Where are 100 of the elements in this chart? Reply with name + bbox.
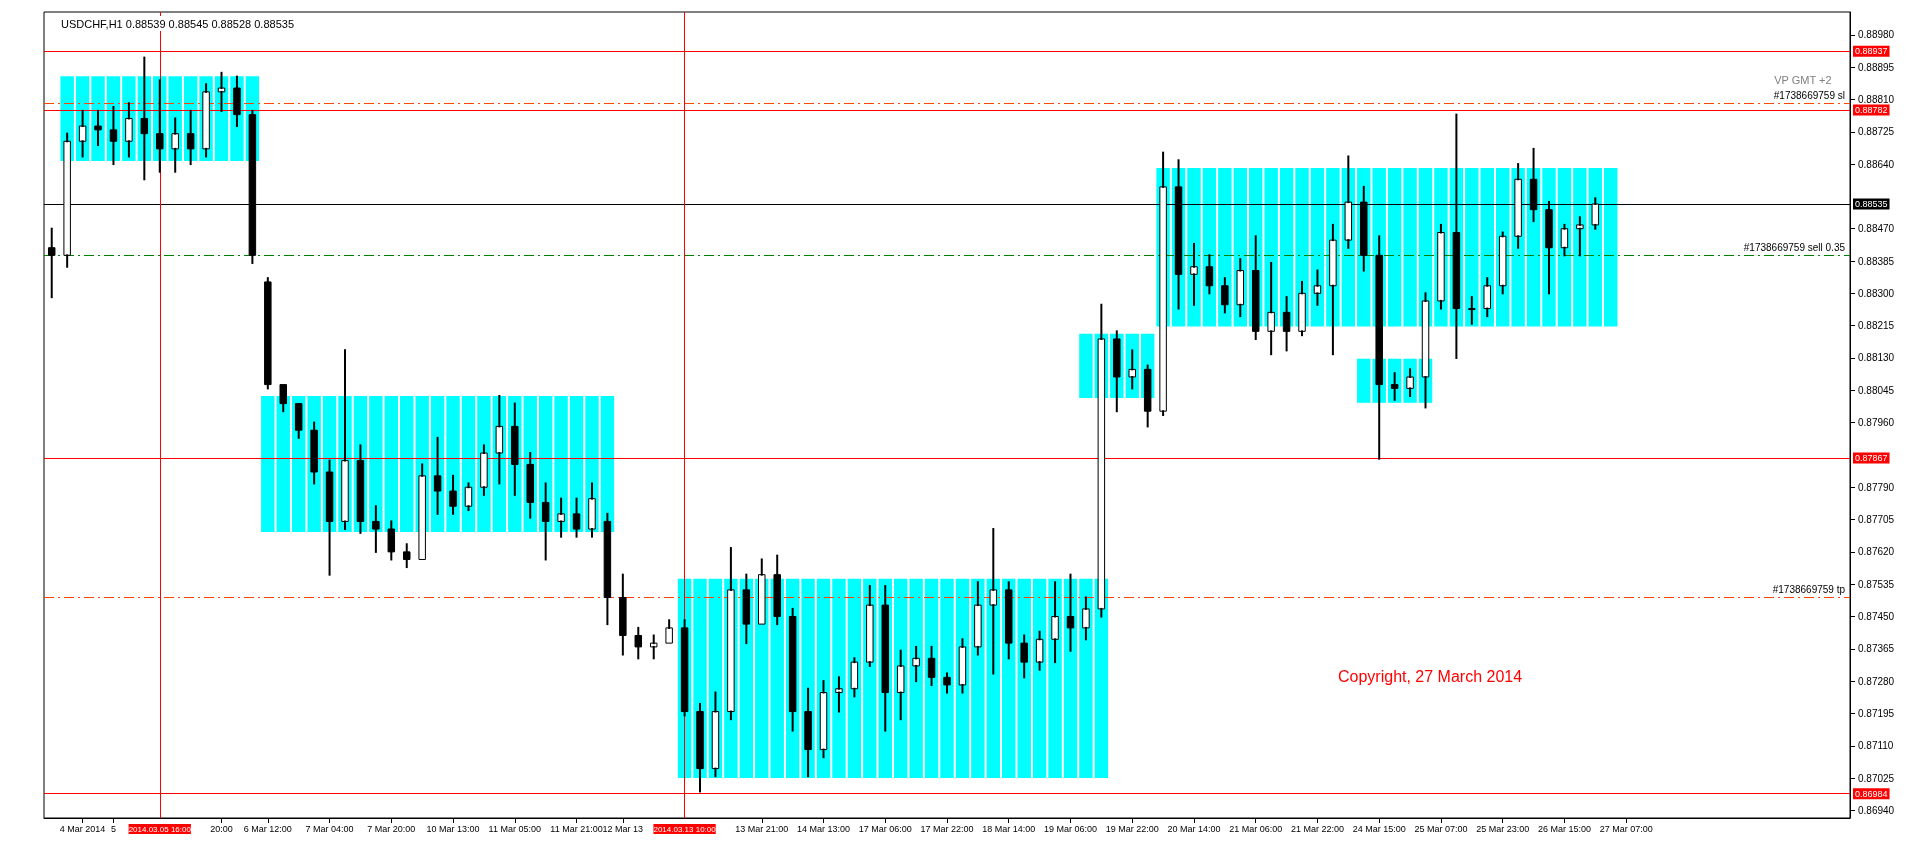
- y-tick-label: 0.88895: [1858, 61, 1895, 73]
- candlestick: [727, 547, 735, 721]
- candlestick: [773, 554, 781, 626]
- candlestick: [1221, 277, 1229, 314]
- x-tick-label: 7 Mar 20:00: [367, 823, 416, 834]
- candlestick: [835, 676, 843, 713]
- y-tick-label: 0.87365: [1858, 643, 1895, 655]
- y-tick-label: 0.87450: [1858, 611, 1895, 622]
- candlestick: [943, 672, 951, 694]
- bar: [1588, 167, 1603, 327]
- candlestick: [310, 421, 318, 485]
- candlestick: [1329, 223, 1337, 356]
- candlestick: [1406, 368, 1414, 397]
- x-tick-label: 20:00: [210, 823, 233, 834]
- x-tick-label: 18 Mar 14:00: [982, 823, 1036, 834]
- y-tick-label: 0.87790: [1858, 481, 1895, 493]
- candlestick: [711, 691, 720, 778]
- bar: [1604, 167, 1618, 327]
- x-tick-label: 7 Mar 04:00: [305, 823, 354, 834]
- x-tick-label: 19 Mar 22:00: [1105, 823, 1159, 834]
- candlestick: [387, 520, 396, 561]
- candlestick: [1236, 258, 1245, 318]
- bar: [1465, 167, 1479, 327]
- ref-line-label: #1738669759 sell 0.35: [1743, 241, 1846, 253]
- y-tick-label: 0.88385: [1858, 255, 1895, 267]
- y-tick-label: 0.88725: [1858, 126, 1895, 138]
- candlestick: [1128, 349, 1136, 390]
- y-tick-label: 0.87110: [1858, 740, 1894, 752]
- bar: [261, 395, 275, 533]
- x-tick-label: 25 Mar 07:00: [1414, 823, 1468, 834]
- y-tick-label: 0.88810: [1858, 93, 1895, 105]
- bar: [924, 578, 939, 779]
- candlestick: [1251, 235, 1260, 340]
- candlestick: [649, 634, 658, 660]
- candlestick: [1035, 630, 1044, 671]
- x-tick-label: 20 Mar 14:00: [1167, 823, 1221, 834]
- candlestick: [989, 528, 998, 675]
- annotation: VP GMT +2: [1774, 73, 1832, 86]
- ref-line-label: #1738669759 sl: [1773, 89, 1845, 101]
- x-tick-label: 17 Mar 22:00: [920, 823, 974, 834]
- bar: [1187, 167, 1201, 327]
- candlestick: [1298, 280, 1306, 337]
- candlestick: [1576, 216, 1584, 257]
- x-tick-label: 14 Mar 13:00: [796, 823, 851, 834]
- bar: [554, 395, 568, 533]
- candlestick: [912, 645, 920, 683]
- y-tick-label: 0.87280: [1858, 675, 1895, 687]
- candlestick: [866, 585, 874, 667]
- candlestick: [1483, 277, 1491, 318]
- candlestick: [742, 573, 751, 645]
- bar: [1357, 358, 1371, 403]
- ref-line-label: 0.88535: [1855, 199, 1888, 209]
- x-tick-label: 6 Mar 12:00: [243, 823, 292, 834]
- bar: [1017, 578, 1031, 779]
- y-tick-label: 0.88130: [1858, 352, 1895, 364]
- bar: [1079, 333, 1093, 398]
- x-tick-label: 5: [110, 823, 116, 834]
- bar: [1218, 167, 1232, 327]
- y-tick-label: 0.87620: [1858, 546, 1895, 558]
- candlestick: [1560, 223, 1569, 257]
- candlestick: [1282, 296, 1291, 352]
- candlestick: [94, 109, 102, 147]
- bar: [940, 578, 954, 779]
- candlestick: [526, 452, 534, 519]
- bar: [1032, 578, 1047, 779]
- candlestick: [588, 482, 596, 538]
- x-tick-label: 2014.03.13 10:00: [653, 824, 717, 834]
- candlestick: [1190, 242, 1198, 306]
- bar: [1079, 578, 1093, 779]
- bar: [400, 395, 414, 533]
- candlestick: [495, 394, 504, 485]
- candlestick: [1498, 231, 1507, 295]
- candlestick: [464, 482, 473, 512]
- candlestick: [372, 505, 380, 553]
- bar: [1557, 167, 1572, 327]
- candlestick: [325, 459, 334, 576]
- candlestick: [572, 497, 581, 538]
- candlestick: [433, 436, 442, 515]
- candlestick: [202, 83, 210, 158]
- y-tick-label: 0.88980: [1858, 29, 1895, 41]
- candlestick: [78, 109, 87, 158]
- bar: [1403, 167, 1417, 327]
- bar: [1202, 167, 1217, 327]
- candlestick: [557, 497, 565, 538]
- bar: [832, 578, 846, 779]
- candlestick: [619, 573, 627, 656]
- candlestick: [109, 106, 118, 166]
- candlestick: [1051, 581, 1059, 664]
- candlestick: [125, 102, 133, 158]
- candlestick: [804, 687, 812, 778]
- candlestick: [47, 227, 56, 299]
- candlestick: [1082, 596, 1090, 641]
- x-tick-label: 2014.03.05 16:00: [128, 824, 192, 834]
- x-tick-label: 11 Mar 21:00: [550, 823, 603, 834]
- y-tick-label: 0.87960: [1858, 417, 1895, 429]
- candlestick: [511, 402, 519, 496]
- candlestick: [449, 474, 457, 515]
- candlestick: [788, 607, 797, 732]
- bar: [909, 578, 923, 779]
- candlestick: [171, 117, 179, 173]
